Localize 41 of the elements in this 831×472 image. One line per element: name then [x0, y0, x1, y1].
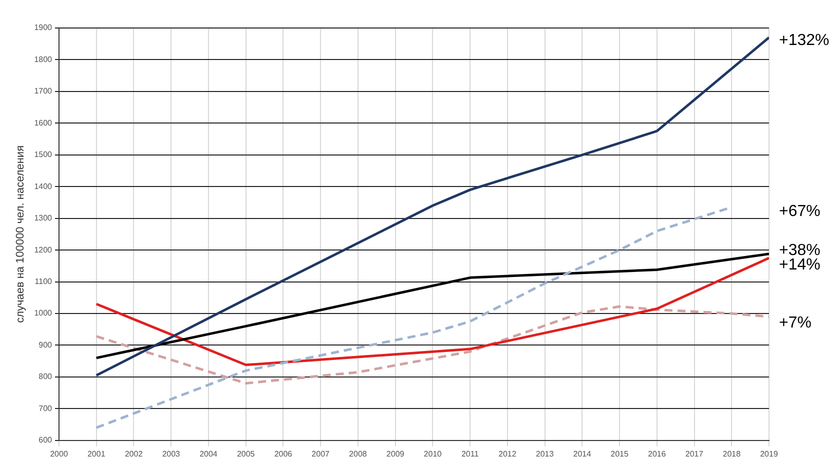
y-tick-label: 1500	[34, 150, 53, 160]
text: +14%	[779, 256, 820, 274]
y-tick-label: 600	[38, 436, 53, 445]
x-tick-label: 2004	[200, 449, 218, 458]
x-tick-label: 2009	[386, 449, 405, 458]
x-tick-label: 2012	[498, 449, 517, 458]
line-series	[95, 305, 769, 385]
x-tick-label: 2001	[87, 449, 106, 458]
y-tick-label: 700	[38, 404, 53, 413]
y-tick-label: 1900	[34, 23, 53, 32]
text: +132%	[779, 32, 830, 49]
x-tick-label: 2000	[50, 449, 68, 458]
x-tick-label: 2015	[610, 449, 629, 458]
y-tick-label: 1000	[34, 308, 53, 318]
x-tick-label: 2011	[461, 449, 480, 458]
x-tick-label: 2019	[760, 449, 778, 458]
y-tick-label: 1100	[34, 276, 53, 286]
y-tick-label: 800	[38, 372, 53, 382]
y-tick-label: 1200	[34, 245, 53, 254]
y-tick-label: 900	[38, 340, 53, 350]
x-tick-label: 2006	[274, 449, 293, 458]
x-tick-label: 2010	[424, 449, 442, 458]
y-axis-title: случаев на 100000 чел. населения	[14, 145, 27, 323]
x-tick-label: 2013	[536, 449, 554, 458]
y-tick-label: 1600	[34, 118, 53, 128]
x-tick-label: 2014	[573, 449, 592, 458]
text: +38%	[779, 242, 820, 260]
x-tick-label: 2016	[648, 449, 666, 458]
x-tick-label: 2007	[312, 449, 330, 458]
text: +67%	[779, 202, 820, 220]
x-tick-label: 2002	[124, 449, 144, 458]
y-tick-label: 1400	[34, 182, 53, 191]
x-tick-label: 2017	[685, 449, 704, 458]
y-tick-label: 1300	[34, 214, 53, 223]
x-tick-label: 2005	[236, 449, 256, 458]
y-tick-label: 1700	[34, 86, 53, 96]
y-tick-label: 1800	[34, 54, 53, 64]
text: +7%	[779, 314, 812, 332]
x-tick-label: 2003	[162, 449, 181, 458]
x-tick-label: 2008	[349, 449, 368, 458]
x-tick-label: 2018	[722, 449, 742, 458]
